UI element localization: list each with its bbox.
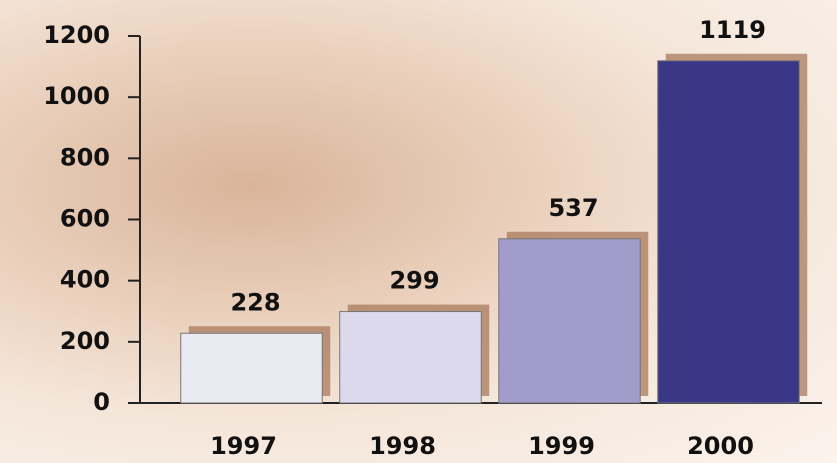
bar <box>498 238 641 404</box>
x-tick-label: 2000 <box>687 432 754 460</box>
x-tick-label: 1998 <box>369 432 436 460</box>
y-tick-label: 800 <box>60 143 110 171</box>
value-label: 1119 <box>699 16 766 44</box>
y-tick-label: 0 <box>93 388 110 416</box>
bar <box>657 60 800 404</box>
x-tick-label: 1999 <box>528 432 595 460</box>
value-label: 299 <box>389 267 439 295</box>
x-tick-label: 1997 <box>210 432 277 460</box>
value-label: 228 <box>230 288 280 316</box>
y-tick-label: 400 <box>60 266 110 294</box>
bar <box>339 311 482 404</box>
y-tick-label: 1000 <box>43 82 110 110</box>
y-tick-label: 1200 <box>43 21 110 49</box>
value-label: 537 <box>548 194 598 222</box>
y-tick-label: 600 <box>60 205 110 233</box>
bar <box>180 332 323 404</box>
y-tick-label: 200 <box>60 327 110 355</box>
